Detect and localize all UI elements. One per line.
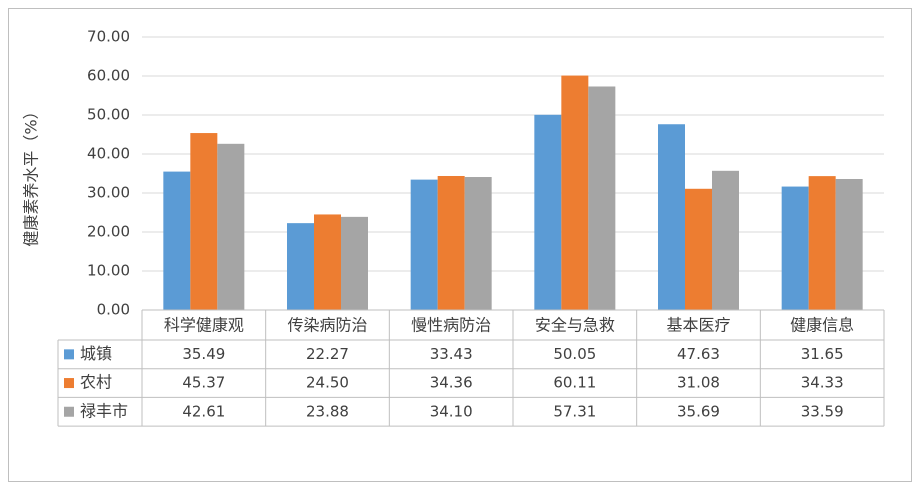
y-tick-label: 60.00 [87,67,130,85]
x-tick-label: 科学健康观 [164,316,244,335]
bar [341,216,368,310]
bar [314,214,341,310]
table-cell: 24.50 [306,374,349,392]
table-cell: 34.36 [430,374,473,392]
y-tick-label: 20.00 [87,223,130,241]
table-cell: 22.27 [306,345,349,363]
table-cell: 33.59 [801,402,844,420]
legend-swatch [64,406,74,417]
bar [190,133,218,310]
y-tick-label: 10.00 [87,262,130,280]
bar [658,124,685,310]
table-cell: 50.05 [553,345,596,363]
legend-label: 农村 [80,373,112,392]
table-cell: 34.33 [801,374,844,392]
table-cell: 47.63 [677,345,720,363]
legend-label: 城镇 [80,344,112,363]
y-tick-label: 50.00 [87,106,130,124]
table-cell: 57.31 [553,402,596,420]
bar [781,186,809,310]
table-cell: 45.37 [182,374,225,392]
y-tick-label: 0.00 [97,301,130,319]
bar [588,86,616,310]
legend-swatch [64,349,74,360]
bar [163,171,191,310]
y-tick-label: 70.00 [87,28,130,46]
table-cell: 33.43 [430,345,473,363]
table-cell: 23.88 [306,402,349,420]
y-tick-label: 30.00 [87,184,130,202]
table-cell: 35.69 [677,402,720,420]
x-tick-label: 安全与急救 [535,316,615,335]
bar [410,179,438,310]
table-cell: 35.49 [182,345,225,363]
x-tick-label: 慢性病防治 [411,316,491,335]
legend-swatch [64,378,74,389]
bar [437,175,465,310]
table-cell: 42.61 [182,402,225,420]
bar [217,143,245,310]
y-tick-label: 40.00 [87,145,130,163]
table-cell: 34.10 [430,402,473,420]
x-tick-label: 基本医疗 [666,316,730,335]
table-cell: 60.11 [553,374,596,392]
bar [712,170,739,310]
legend-label: 禄丰市 [80,401,128,420]
x-tick-label: 传染病防治 [287,316,367,335]
bar [464,177,492,310]
table-cell: 31.65 [801,345,844,363]
bar [534,114,562,311]
y-axis-label: 健康素养水平（%） [22,103,41,246]
bar [835,178,863,310]
bar [808,176,836,310]
bar [685,188,712,310]
bar [287,223,314,310]
x-tick-label: 健康信息 [790,316,854,335]
bar [561,75,589,310]
table-cell: 31.08 [677,374,720,392]
